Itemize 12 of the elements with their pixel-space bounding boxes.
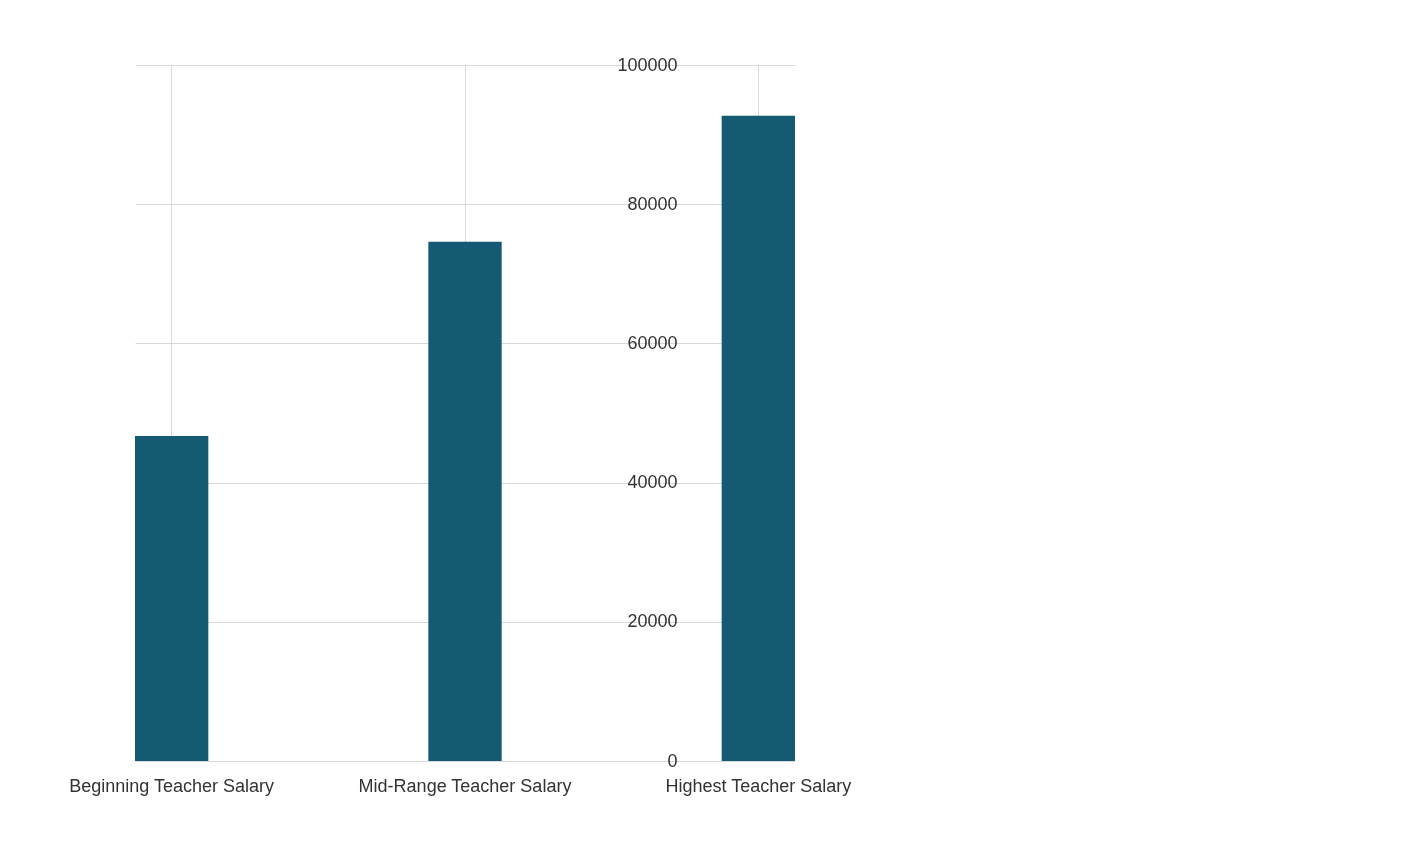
y-tick-label: 20000 (627, 611, 678, 632)
y-tick-label: 60000 (627, 332, 678, 353)
x-tick-label: Highest Teacher Salary (665, 775, 852, 796)
y-tick-label: 40000 (627, 472, 678, 493)
y-tick-label: 0 (667, 750, 678, 771)
bar (135, 435, 209, 761)
y-tick-label: 100000 (617, 54, 678, 75)
y-tick-label: 80000 (627, 193, 678, 214)
x-tick-label: Beginning Teacher Salary (69, 775, 275, 796)
bar (721, 115, 795, 761)
bar (428, 241, 502, 761)
x-tick-label: Mid-Range Teacher Salary (358, 775, 572, 796)
